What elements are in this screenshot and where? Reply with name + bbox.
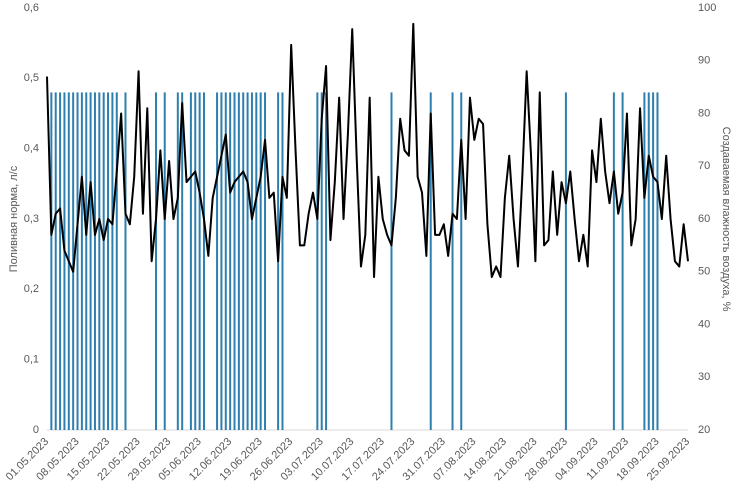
bar: [281, 92, 284, 431]
bar: [460, 92, 463, 431]
bar: [85, 92, 88, 431]
bar: [316, 92, 319, 431]
y-tick-label: 0,6: [24, 2, 39, 14]
y-tick-label: 0,4: [24, 143, 39, 155]
bar: [564, 92, 567, 431]
bar: [255, 92, 258, 431]
bar: [198, 92, 201, 431]
bar: [390, 92, 393, 431]
bar: [155, 92, 158, 431]
bar: [429, 92, 432, 431]
bar: [59, 92, 62, 431]
bar: [216, 92, 219, 431]
bar: [224, 92, 227, 431]
bar: [54, 92, 57, 431]
bar: [176, 92, 179, 431]
y2-tick-label: 90: [698, 55, 710, 67]
y-tick-label: 0,2: [24, 283, 39, 295]
bar: [181, 92, 184, 431]
bar: [264, 92, 267, 431]
y-tick-label: 0: [33, 424, 39, 436]
bar: [63, 92, 66, 431]
bar: [194, 92, 197, 431]
bar: [111, 92, 114, 431]
bar: [656, 92, 659, 431]
y-tick-label: 0,1: [24, 354, 39, 366]
y2-tick-label: 60: [698, 213, 710, 225]
y2-tick-label: 100: [698, 2, 716, 14]
y2-tick-label: 80: [698, 107, 710, 119]
bar: [80, 92, 83, 431]
bar: [250, 92, 253, 431]
bar: [325, 92, 328, 431]
bar: [189, 92, 192, 431]
bar: [612, 92, 615, 431]
bar: [163, 92, 166, 431]
bar: [50, 92, 53, 431]
y2-tick-label: 50: [698, 266, 710, 278]
y2-tick-label: 20: [698, 424, 710, 436]
bar: [76, 92, 79, 431]
bar: [229, 92, 232, 431]
bar: [320, 92, 323, 431]
bar: [102, 92, 105, 431]
bar: [647, 92, 650, 431]
bar: [124, 92, 127, 431]
bar: [451, 92, 454, 431]
bar: [233, 92, 236, 431]
y-axis-title: Поливная норма, л/с: [8, 165, 20, 272]
bar: [621, 92, 624, 431]
bar: [643, 92, 646, 431]
bar: [202, 92, 205, 431]
bar: [242, 92, 245, 431]
bar: [652, 92, 655, 431]
bar: [237, 92, 240, 431]
bar: [115, 92, 118, 431]
bar: [107, 92, 110, 431]
y-tick-label: 0,3: [24, 213, 39, 225]
line: [46, 22, 689, 279]
y2-tick-label: 40: [698, 318, 710, 330]
bar: [259, 92, 262, 431]
y2-tick-label: 30: [698, 371, 710, 383]
bar: [246, 92, 249, 431]
y2-tick-label: 70: [698, 160, 710, 172]
y-tick-label: 0,5: [24, 72, 39, 84]
bar: [98, 92, 101, 431]
bar: [220, 92, 223, 431]
y2-axis-title: Создаваемая влажность воздуха, %: [720, 127, 732, 312]
bar: [93, 92, 96, 431]
bar: [89, 92, 92, 431]
